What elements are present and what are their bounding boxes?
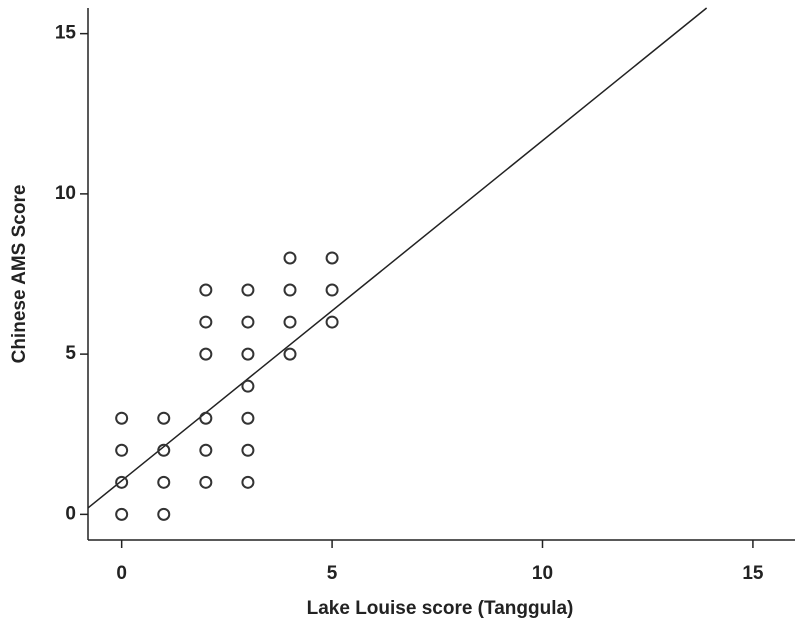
data-point <box>199 315 213 329</box>
data-point <box>199 283 213 297</box>
data-point <box>241 315 255 329</box>
data-point <box>199 443 213 457</box>
data-point <box>325 283 339 297</box>
y-axis-title: Chinese AMS Score <box>9 185 30 364</box>
data-point <box>241 283 255 297</box>
x-axis-title: Lake Louise score (Tanggula) <box>307 598 574 619</box>
data-point <box>157 507 171 521</box>
x-tick-label: 15 <box>742 563 764 584</box>
data-point <box>283 347 297 361</box>
data-point <box>157 443 171 457</box>
y-tick-label: 15 <box>55 23 77 44</box>
data-point <box>115 411 129 425</box>
x-tick-label: 0 <box>116 563 127 584</box>
data-point <box>325 315 339 329</box>
data-point <box>283 251 297 265</box>
data-point <box>115 507 129 521</box>
y-tick-label: 0 <box>65 503 76 524</box>
data-point <box>325 251 339 265</box>
data-point <box>241 347 255 361</box>
data-point <box>157 475 171 489</box>
data-point <box>157 411 171 425</box>
data-point <box>283 283 297 297</box>
data-point <box>241 411 255 425</box>
y-tick-label: 5 <box>65 343 76 364</box>
data-point <box>283 315 297 329</box>
x-tick-label: 10 <box>532 563 553 584</box>
y-tick-label: 10 <box>55 183 76 204</box>
data-point <box>241 475 255 489</box>
data-point <box>199 475 213 489</box>
data-point <box>241 443 255 457</box>
data-point <box>115 443 129 457</box>
x-tick-label: 5 <box>327 563 338 584</box>
regression-line <box>87 7 708 509</box>
data-point <box>199 411 213 425</box>
data-point <box>115 475 129 489</box>
data-point <box>199 347 213 361</box>
data-point <box>241 379 255 393</box>
